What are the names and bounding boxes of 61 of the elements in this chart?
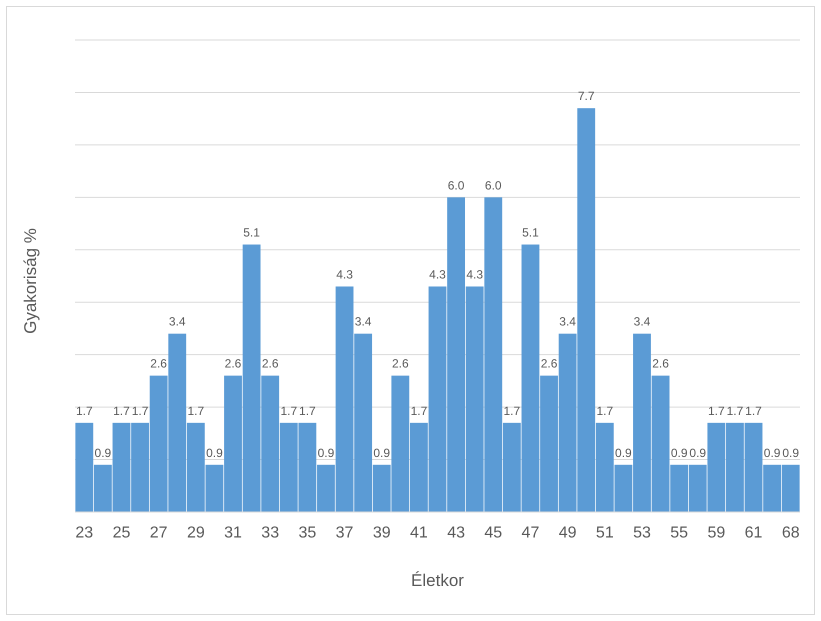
data-label: 6.0 [448,178,465,192]
data-label: 7.7 [578,89,595,104]
x-tick-label: 51 [596,524,614,542]
data-label: 2.6 [262,356,279,371]
data-label: 2.6 [652,356,670,371]
data-label: 1.7 [76,404,93,418]
data-label: 2.6 [540,356,558,371]
x-tick-label: 59 [707,524,726,542]
x-tick-label: 45 [484,524,502,542]
data-label: 0.9 [782,446,800,460]
data-label: 4.3 [336,267,354,282]
data-label: 3.4 [354,314,372,329]
data-label: 4.3 [429,267,446,282]
data-label: 0.9 [764,446,781,460]
data-label: 2.6 [392,356,409,371]
data-label: 0.9 [94,446,112,460]
x-tick-label: 43 [447,524,466,542]
x-tick-label: 49 [558,524,577,542]
x-tick-label: 61 [744,524,763,542]
x-tick-label: 68 [782,524,800,542]
x-tick-label: 39 [372,524,391,542]
x-tick-label: 29 [186,524,205,542]
data-label: 1.7 [187,404,204,418]
data-label: 1.7 [745,404,762,418]
x-axis-title: Életkor [411,571,464,590]
x-tick-label: 31 [224,524,242,542]
data-label: 5.1 [243,226,260,240]
data-label: 1.7 [596,404,614,418]
data-label: 3.4 [559,314,576,329]
x-tick-label: 47 [522,524,540,542]
data-label: 0.9 [206,446,224,460]
x-tick-label: 53 [633,524,651,542]
data-label: 0.9 [689,446,706,460]
x-tick-label: 33 [261,524,280,542]
x-tick-label: 41 [410,524,428,542]
data-label: 4.3 [466,267,484,282]
data-label: 3.4 [634,314,651,329]
x-tick-label: 23 [75,524,94,542]
data-label: 0.9 [615,446,632,460]
data-label: 1.7 [132,404,149,418]
x-tick-label: 35 [298,524,316,542]
data-label: 1.7 [299,404,316,418]
data-label: 1.7 [726,404,744,418]
x-tick-label: 55 [670,524,688,542]
data-label: 5.1 [522,226,540,240]
data-label: 1.7 [280,404,298,418]
y-axis-title: Gyakoriság % [21,228,40,334]
data-label: 1.7 [708,404,726,418]
data-label: 0.9 [318,446,335,460]
data-label: 2.6 [150,356,168,371]
data-label: 1.7 [113,404,130,418]
x-tick-label: 37 [336,524,354,542]
data-label: 3.4 [168,314,186,329]
x-tick-label: 25 [112,524,130,542]
data-label: 1.7 [504,404,521,418]
data-label: 2.6 [224,356,242,371]
data-label: 1.7 [410,404,428,418]
data-label: 0.9 [670,446,688,460]
data-label: 0.9 [373,446,390,460]
data-label: 6.0 [484,178,502,192]
x-tick-label: 27 [150,524,168,542]
